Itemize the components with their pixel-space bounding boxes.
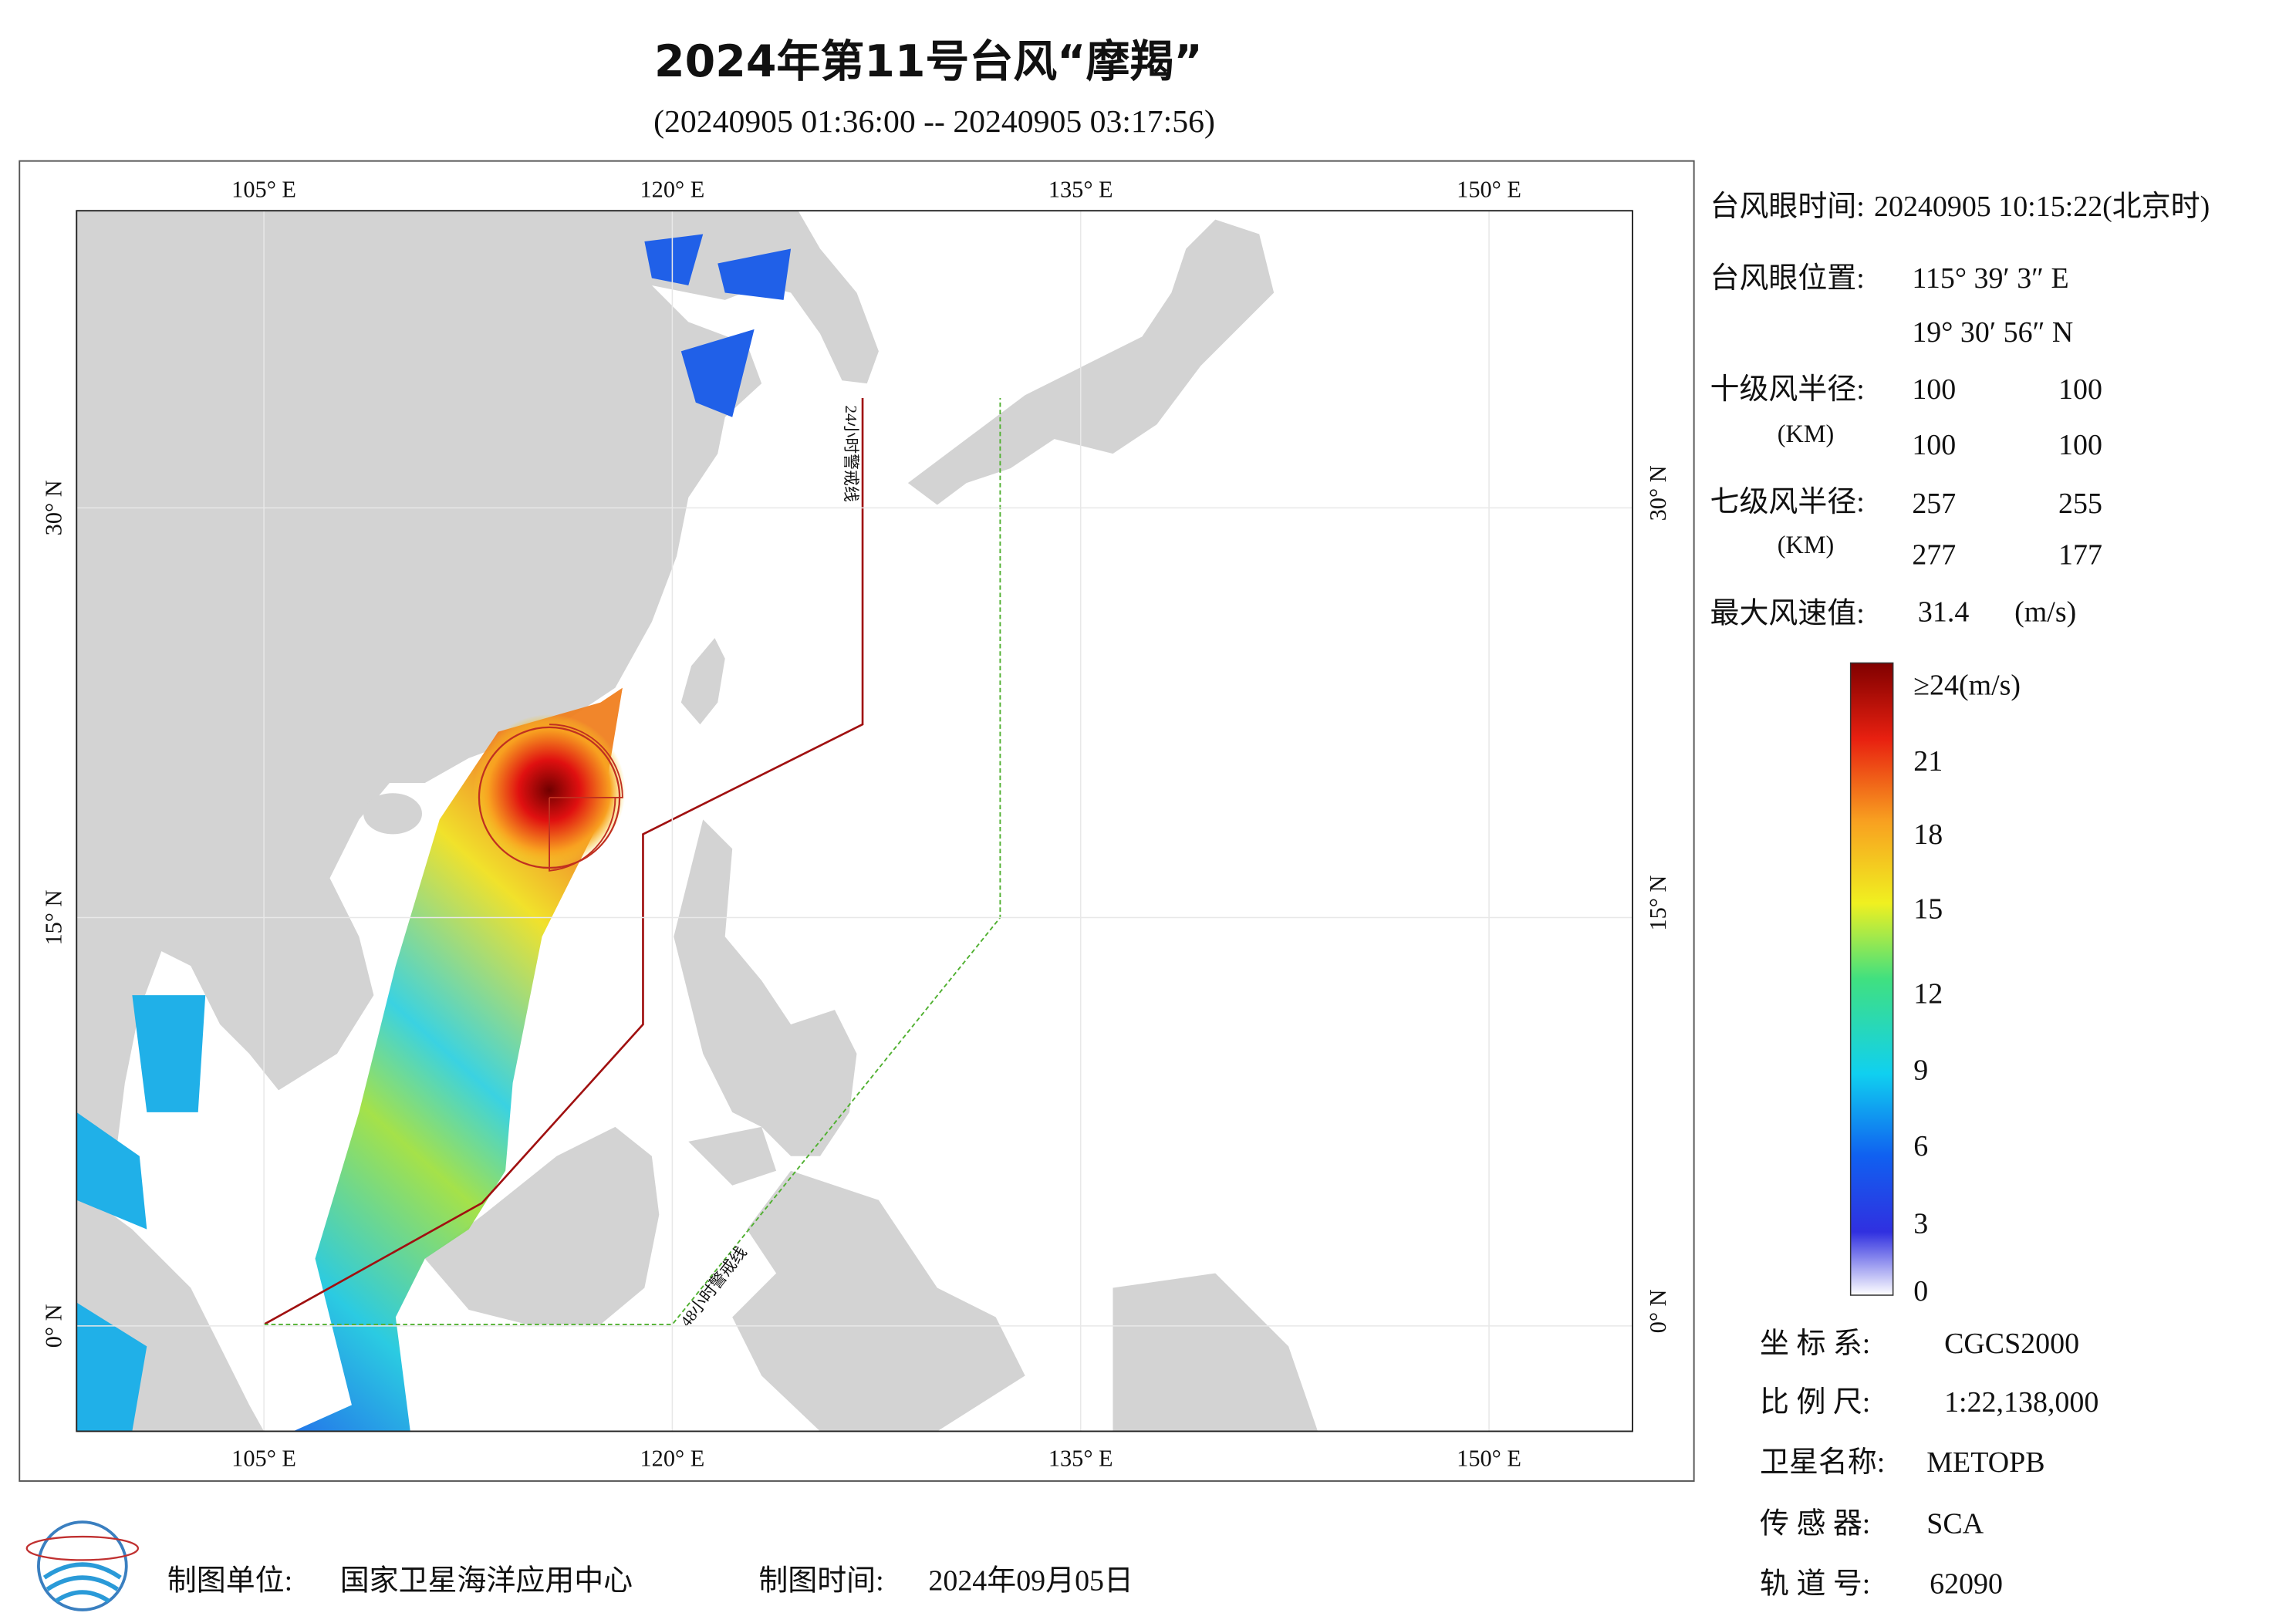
info-value: 277 (1912, 539, 1956, 572)
logo (25, 1535, 140, 1561)
colorbar-label: 18 (1913, 818, 1943, 851)
info-label: 十级风半径: (1710, 373, 1865, 406)
footer-label: 传 感 器: (1760, 1507, 1870, 1540)
info-value: 100 (1912, 373, 1956, 406)
info-label: 台风眼位置: (1710, 262, 1865, 295)
map-border (76, 210, 1633, 1432)
title: 2024年第11号台风“摩羯” (654, 36, 1203, 87)
lon-label: 135° E (1048, 177, 1113, 203)
lon-label: 105° E (231, 177, 296, 203)
land (424, 1126, 660, 1324)
colorbar-label: 0 (1913, 1275, 1928, 1308)
footer-value: METOPB (1926, 1446, 2044, 1479)
subtitle: (20240905 01:36:00 -- 20240905 03:17:56) (653, 104, 1215, 140)
footer-value: 2024年09月05日 (928, 1564, 1133, 1597)
wind-swath (644, 234, 792, 417)
lat-label: 30° N (41, 480, 67, 535)
info-label: 最大风速值: (1710, 597, 1865, 629)
warning-line-24h (263, 398, 864, 1326)
warning-line-48h (264, 398, 1001, 1325)
lon-label: 135° E (1048, 1445, 1113, 1471)
info-value: 257 (1912, 488, 1956, 520)
footer-value: 62090 (1930, 1567, 2003, 1600)
info-value: 100 (1912, 429, 1956, 461)
lon-label: 150° E (1457, 1445, 1521, 1471)
footer-label: 制图单位: (167, 1564, 292, 1597)
colorbar-label: 21 (1913, 745, 1943, 778)
footer-label: 比 例 尺: (1760, 1386, 1870, 1419)
lon-label: 120° E (640, 177, 705, 203)
colorbar-labels: ≥24(m/s) 21 18 15 12 9 6 3 0 (1913, 669, 2021, 1307)
graticule (76, 211, 1633, 1432)
info-value: 100 (2058, 373, 2102, 406)
colorbar-label: ≥24(m/s) (1913, 669, 2021, 701)
info-value: 115° 39′ 3″ E (1912, 262, 2068, 295)
land (76, 211, 879, 1171)
lat-label: 0° N (1645, 1289, 1671, 1333)
footer-label: 轨 道 号: (1760, 1567, 1870, 1600)
info-value: 19° 30′ 56″ N (1912, 316, 2073, 349)
colorbar-label: 12 (1913, 978, 1943, 1011)
info-label: 七级风半径: (1710, 486, 1865, 518)
colorbar-label: 6 (1913, 1130, 1928, 1162)
info-value: 255 (2058, 488, 2102, 520)
map-frame (19, 160, 1695, 1482)
land (363, 793, 422, 835)
colorbar (1849, 662, 1894, 1296)
lon-label: 120° E (640, 1445, 705, 1471)
info-unit: (m/s) (2014, 596, 2076, 629)
colorbar-label: 15 (1913, 893, 1943, 926)
lat-label: 15° N (41, 889, 67, 945)
colorbar-label: 3 (1913, 1208, 1928, 1240)
info-panel: 台风眼时间: 20240905 10:15:22(北京时) 台风眼位置: 115… (1710, 191, 2210, 629)
lat-label: 0° N (41, 1304, 67, 1348)
info-value: 177 (2058, 539, 2102, 572)
land (688, 1126, 1319, 1432)
footer-value: 1:22,138,000 (1944, 1386, 2098, 1419)
lon-label: 150° E (1457, 177, 1521, 203)
footer: 制图单位: 国家卫星海洋应用中心 制图时间: 2024年09月05日 坐 标 系… (25, 1328, 2098, 1611)
map: 24小时警戒线 48小时警戒线 (76, 211, 1633, 1432)
info-unit: (KM) (1778, 531, 1834, 558)
colorbar-label: 9 (1913, 1054, 1928, 1086)
lon-label: 105° E (231, 1445, 296, 1471)
footer-value: SCA (1926, 1507, 1984, 1540)
footer-label: 制图时间: (758, 1564, 883, 1597)
typhoon-core (473, 714, 626, 867)
info-label: 台风眼时间: (1710, 191, 1865, 223)
footer-value: 国家卫星海洋应用中心 (340, 1564, 633, 1597)
footer-label: 卫星名称: (1760, 1446, 1885, 1479)
info-value: 31.4 (1918, 596, 1969, 629)
wind-radius (549, 724, 623, 872)
land (680, 638, 725, 725)
lat-label: 30° N (1645, 465, 1671, 521)
wind-swath (76, 995, 206, 1432)
wind-swath (293, 687, 623, 1432)
footer-value: CGCS2000 (1944, 1328, 2079, 1360)
lat-label: 15° N (1645, 876, 1671, 931)
logo (42, 1562, 122, 1603)
info-value: 100 (2058, 429, 2102, 461)
info-unit: (KM) (1778, 420, 1834, 447)
land (674, 819, 857, 1156)
footer-label: 坐 标 系: (1760, 1328, 1870, 1360)
warning-line-label: 24小时警戒线 (842, 406, 860, 502)
info-value: 20240905 10:15:22(北京时) (1874, 191, 2210, 223)
